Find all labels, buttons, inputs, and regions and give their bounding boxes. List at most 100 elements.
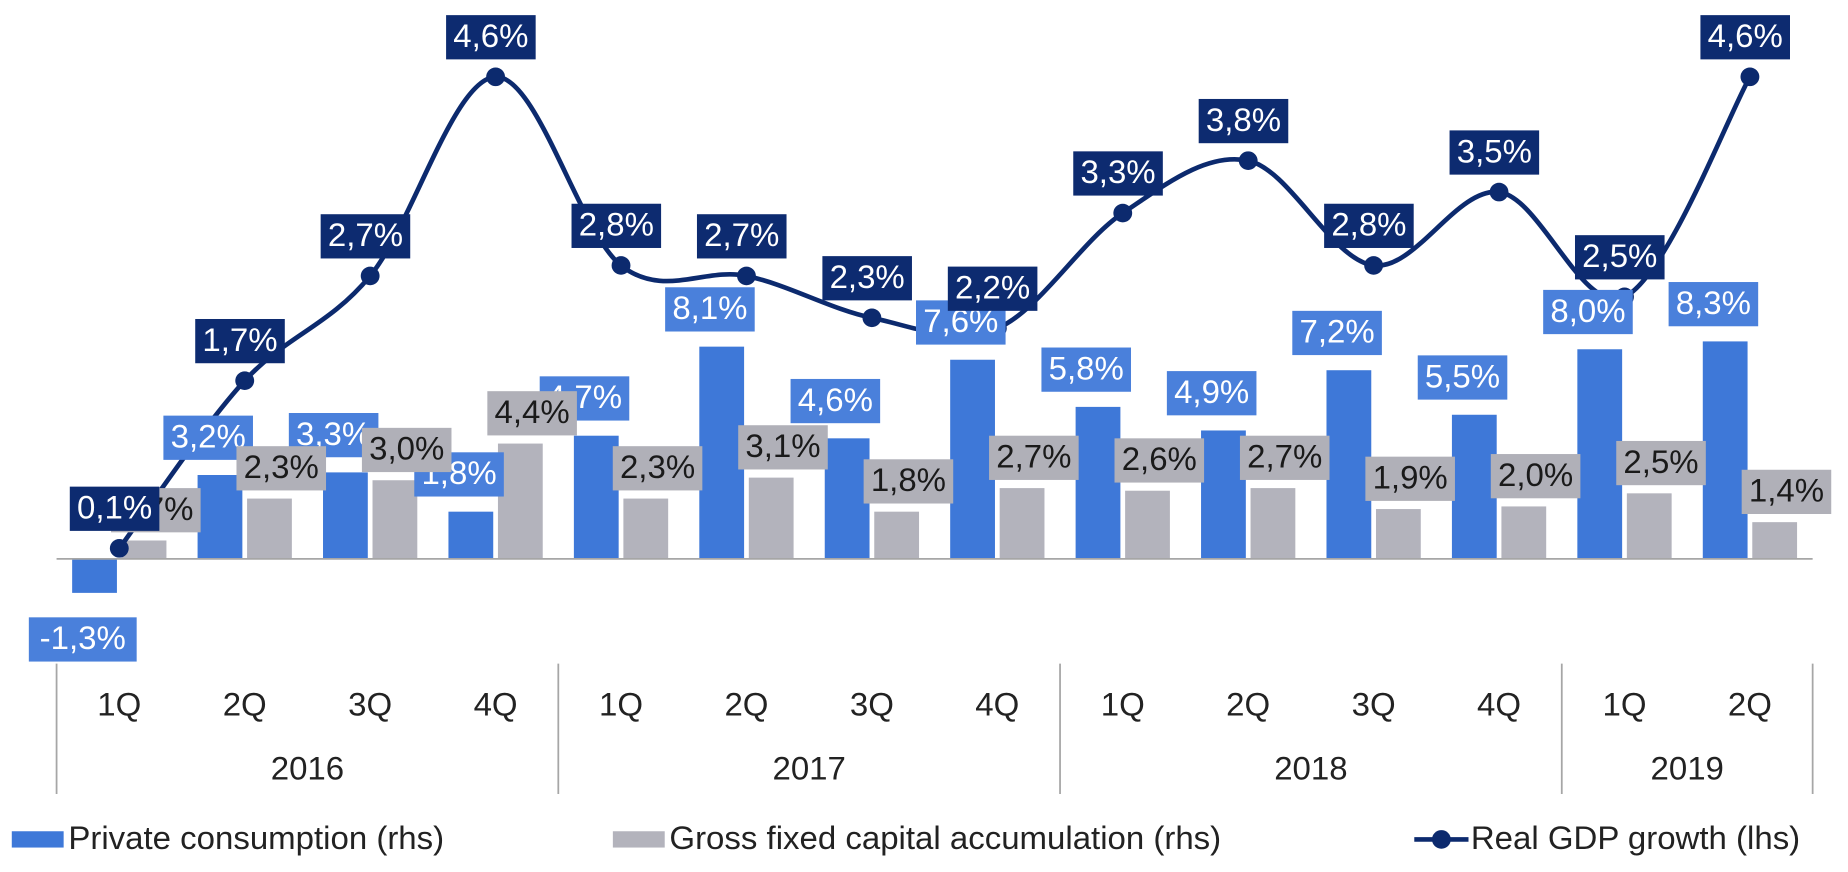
data-label-box <box>69 486 160 531</box>
data-label: 4,9% <box>1174 373 1249 410</box>
data-label-box <box>195 318 285 364</box>
data-label-box <box>947 266 1038 311</box>
data-label-box <box>1449 130 1540 175</box>
data-label: 3,8% <box>1206 101 1281 138</box>
bar <box>748 477 794 559</box>
data-label: 2,6% <box>1122 440 1197 477</box>
data-label: 2,8% <box>1331 206 1406 243</box>
data-label: 2,7% <box>996 438 1071 475</box>
data-label: 2,7% <box>328 216 403 253</box>
data-label-box <box>1417 355 1508 400</box>
data-label: 2,5% <box>1623 443 1698 480</box>
data-label-box <box>1198 98 1289 144</box>
data-label: 4,6% <box>1708 17 1783 54</box>
data-label-box <box>1073 151 1163 196</box>
data-label-box <box>1114 438 1205 483</box>
line-marker <box>1113 203 1133 223</box>
data-label-box <box>1324 203 1414 248</box>
legend-swatch <box>11 831 64 848</box>
data-label-box <box>361 427 452 473</box>
legend-swatch <box>612 831 665 848</box>
bar <box>874 511 920 559</box>
data-label-box <box>446 15 536 60</box>
x-tick-label: 3Q <box>1352 685 1396 722</box>
x-tick-label: 4Q <box>1477 685 1521 722</box>
data-label: 2,8% <box>579 206 654 243</box>
line-marker <box>1238 151 1258 170</box>
bar <box>497 443 543 559</box>
data-label: 1,4% <box>1749 472 1824 509</box>
line-marker <box>1364 256 1384 275</box>
legend-label: Real GDP growth (lhs) <box>1471 819 1800 856</box>
x-tick-label: 3Q <box>348 685 392 722</box>
x-tick-label: 1Q <box>1101 685 1145 722</box>
data-label: 1,8% <box>871 461 946 498</box>
data-label: 4,6% <box>798 381 873 418</box>
data-label-box <box>1365 456 1455 501</box>
bar <box>1702 341 1748 559</box>
data-label-box <box>236 446 327 491</box>
data-label: 5,8% <box>1049 350 1124 387</box>
line-marker <box>1489 182 1509 202</box>
bar <box>372 480 418 559</box>
data-label: 1,7% <box>202 321 277 358</box>
data-label-box <box>612 446 703 491</box>
data-label: 2,3% <box>620 448 695 485</box>
group-label: 2019 <box>1651 750 1724 787</box>
group-label: 2017 <box>772 750 845 787</box>
bar <box>121 540 167 559</box>
bar <box>1326 370 1372 559</box>
bar <box>247 498 292 559</box>
data-label-box <box>1574 235 1665 280</box>
data-label: 0,1% <box>77 489 152 526</box>
data-label: 2,7% <box>704 216 779 253</box>
x-tick-label: 3Q <box>850 685 894 722</box>
bar <box>1375 509 1421 559</box>
data-label: 4,6% <box>453 17 528 54</box>
bar <box>824 438 870 559</box>
x-tick-label: 1Q <box>97 685 141 722</box>
data-label: 5,5% <box>1425 357 1500 394</box>
data-label: 1,9% <box>1373 459 1448 496</box>
legend-label: Gross fixed capital accumulation (rhs) <box>669 819 1221 856</box>
line-marker <box>862 308 882 328</box>
bar <box>1125 490 1170 559</box>
x-tick-label: 2Q <box>724 685 768 722</box>
data-label-box <box>696 214 787 259</box>
data-label-box <box>665 287 755 332</box>
legend-swatch-marker <box>1431 830 1451 849</box>
x-tick-label: 2Q <box>1728 685 1772 722</box>
x-tick-label: 2Q <box>223 685 267 722</box>
data-label-box <box>1166 371 1257 416</box>
x-tick-label: 4Q <box>975 685 1019 722</box>
line-marker <box>486 67 506 87</box>
data-label: 3,1% <box>745 427 820 464</box>
x-tick-label: 2Q <box>1226 685 1270 722</box>
bar <box>1201 430 1246 559</box>
data-label: 8,1% <box>672 289 747 326</box>
data-label-box <box>1490 454 1581 499</box>
data-label: 3,3% <box>1080 153 1155 190</box>
data-label-box <box>1239 435 1330 480</box>
line-marker <box>1740 67 1760 87</box>
data-label-box <box>571 203 662 248</box>
bar <box>197 475 243 559</box>
data-label: 2,7% <box>1247 438 1322 475</box>
x-tick-label: 4Q <box>474 685 518 722</box>
data-label-box <box>1041 347 1132 392</box>
data-label: 3,0% <box>369 430 444 467</box>
data-label: 2,3% <box>830 258 905 295</box>
bar <box>1626 493 1672 559</box>
group-label: 2016 <box>271 750 344 787</box>
data-label-box <box>790 378 881 424</box>
data-label: 4,4% <box>495 393 570 430</box>
data-label: 3,2% <box>171 418 246 455</box>
data-label-box <box>1668 282 1759 327</box>
data-label: 7,2% <box>1300 313 1375 350</box>
line-marker <box>109 539 129 558</box>
data-label-box <box>989 435 1079 480</box>
bar <box>950 359 995 559</box>
bar <box>448 511 494 559</box>
data-label: 3,3% <box>296 415 371 452</box>
